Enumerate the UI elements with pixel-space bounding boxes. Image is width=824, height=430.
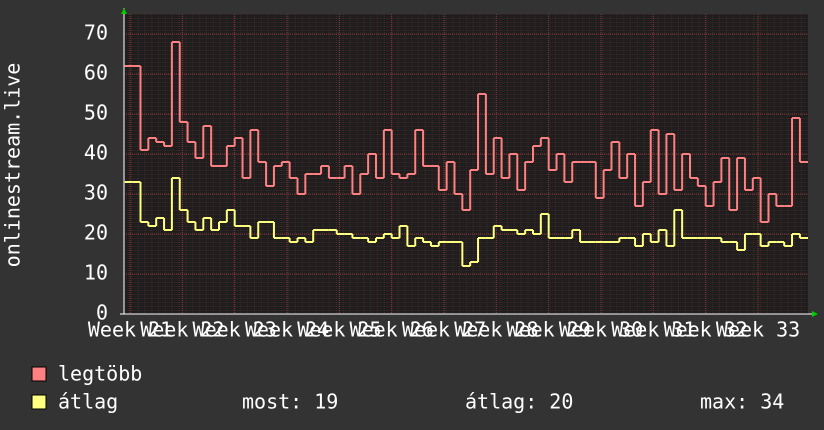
axis-arrow <box>121 8 127 14</box>
y-tick-label: 30 <box>84 181 108 205</box>
x-tick-label: Week 25 <box>297 318 381 342</box>
y-tick-label: 60 <box>84 61 108 85</box>
x-tick-label: Week 22 <box>140 318 224 342</box>
x-tick-label: Week 26 <box>350 318 434 342</box>
y-tick-label: 10 <box>84 261 108 285</box>
stat: max: 34 <box>700 390 784 414</box>
legend-swatch <box>31 366 47 382</box>
x-tick-label: Week 21 <box>88 318 172 342</box>
y-tick-label: 0 <box>96 301 108 325</box>
legend-label: legtöbb <box>58 362 142 386</box>
x-tick-label: Week 27 <box>402 318 486 342</box>
legend-label: átlag <box>58 390 118 414</box>
y-axis-label: onlinestream.live <box>1 63 25 268</box>
x-tick-label: Week 23 <box>193 318 277 342</box>
x-tick-label: Week 31 <box>611 318 695 342</box>
stat: átlag: 20 <box>465 390 573 414</box>
x-tick-label: Week 24 <box>245 318 329 342</box>
plot-layer <box>124 14 808 315</box>
x-tick-label: Week 28 <box>454 318 538 342</box>
x-tick-label: Week 29 <box>507 318 591 342</box>
y-tick-label: 40 <box>84 141 108 165</box>
y-tick-label: 20 <box>84 221 108 245</box>
y-tick-label: 50 <box>84 101 108 125</box>
x-tick-label: Week 33 <box>716 318 800 342</box>
x-tick-label: Week 32 <box>664 318 748 342</box>
x-tick-label: Week 30 <box>559 318 643 342</box>
stat: most: 19 <box>242 390 338 414</box>
minor-grid <box>124 14 808 314</box>
legend-swatch <box>31 394 47 410</box>
y-tick-label: 70 <box>84 21 108 45</box>
axis-arrow <box>812 311 818 317</box>
